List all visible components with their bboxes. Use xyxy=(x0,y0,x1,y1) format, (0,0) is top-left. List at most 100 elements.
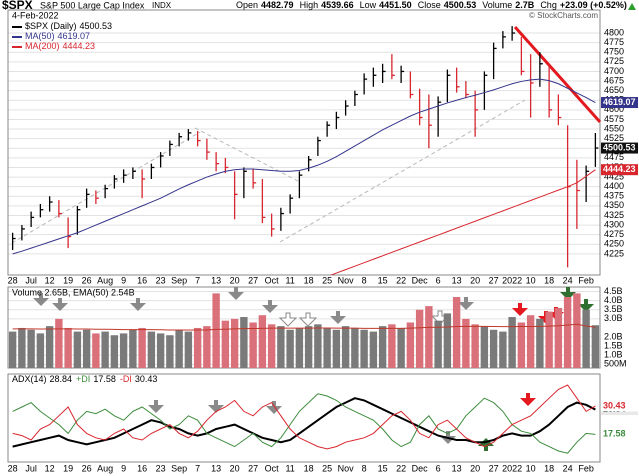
line xyxy=(12,78,596,255)
volume-bar xyxy=(156,333,165,368)
volume-bar xyxy=(55,318,63,368)
x-tick-label: 13 xyxy=(211,275,221,285)
volume-bar xyxy=(203,326,211,368)
x-tick-label: 15 xyxy=(378,463,388,473)
volume-bar xyxy=(489,329,498,368)
x-tick-label: Dec xyxy=(412,275,429,285)
x-tick-label: 18 xyxy=(304,463,314,473)
x-tick-label: Nov xyxy=(338,275,355,285)
volume-bar xyxy=(249,322,257,368)
x-tick-label: 8 xyxy=(362,275,367,285)
volume-bar xyxy=(138,327,146,368)
volume-bar xyxy=(406,322,415,368)
quote-value: 4500.53 xyxy=(444,0,477,10)
legend-entry: MA(200) 4444.23 xyxy=(25,41,95,51)
quote-value: 4451.50 xyxy=(379,0,412,10)
index-name: S&P 500 Large Cap Index xyxy=(40,0,145,10)
volume-bar xyxy=(360,329,368,368)
x-tick-label: Dec xyxy=(412,463,429,473)
volume-bar xyxy=(175,329,183,368)
volume-bar xyxy=(129,329,137,368)
signal-arrow xyxy=(208,400,224,413)
y-tick-label: 1.0B xyxy=(604,350,623,360)
adx-panel xyxy=(7,373,601,463)
volume-bar xyxy=(110,335,119,368)
y-tick-label: 4650 xyxy=(604,85,624,95)
volume-bar xyxy=(166,335,174,368)
x-tick-label: 18 xyxy=(544,463,554,473)
volume-bar xyxy=(471,324,479,368)
x-tick-label: 27 xyxy=(489,275,499,285)
copyright: © StockCharts.com xyxy=(529,11,598,20)
legend-value: 28.84 xyxy=(50,374,73,384)
legend-value: 4444.23 xyxy=(63,41,96,51)
volume-bar xyxy=(240,317,248,368)
volume-bar xyxy=(351,327,359,368)
x-tick-label: 13 xyxy=(452,275,462,285)
volume-panel xyxy=(7,286,601,369)
volume-bar xyxy=(267,324,276,368)
x-tick-label: 12 xyxy=(45,463,55,473)
x-tick-label: 20 xyxy=(230,275,240,285)
quote-value: +23.09 (+0.52%) xyxy=(560,0,627,10)
trend-line xyxy=(513,25,602,124)
volume-bar xyxy=(212,293,220,368)
signal-arrow xyxy=(148,400,164,413)
x-tick-label: Nov xyxy=(338,463,355,473)
signal-arrow xyxy=(512,303,528,316)
volume-bar xyxy=(378,326,387,368)
signal-arrow xyxy=(478,438,494,451)
y-tick-label: 4800 xyxy=(604,27,624,37)
x-tick-label: Aug xyxy=(97,275,113,285)
y-tick-label: 4725 xyxy=(604,56,624,66)
y-tick-label: 4550 xyxy=(604,123,624,133)
volume-bar xyxy=(563,297,572,368)
volume-bar xyxy=(230,318,239,368)
signal-arrow xyxy=(458,297,474,310)
volume-bar xyxy=(36,333,45,368)
quote-line: Open 4482.79 High 4539.66 Low 4451.50 Close 450… xyxy=(236,0,627,10)
x-tick-label: 22 xyxy=(396,275,406,285)
x-tick-label: Aug xyxy=(97,463,113,473)
volume-bar xyxy=(258,315,267,368)
x-tick-label: Feb xyxy=(578,275,594,285)
x-tick-label: 10 xyxy=(526,463,536,473)
x-tick-label: 20 xyxy=(230,463,240,473)
y-tick-label: 4.0B xyxy=(604,295,623,305)
y-tick-label: 4225 xyxy=(604,248,624,258)
y-tick-label: 4325 xyxy=(604,210,624,220)
legend-name: +DI xyxy=(76,374,90,384)
volume-bar xyxy=(314,324,322,368)
quote-label: Volume xyxy=(482,0,512,10)
legend-entry: MA(50) 4619.07 xyxy=(25,31,90,41)
y-tick-label: 3.0B xyxy=(604,313,623,323)
volume-bar xyxy=(73,331,82,368)
volume-bar xyxy=(304,326,313,368)
volume-bar xyxy=(443,313,452,368)
y-tick-label: 4425 xyxy=(604,171,624,181)
channel-line xyxy=(194,127,301,183)
x-tick-label: 7 xyxy=(195,463,200,473)
x-tick-label: 9 xyxy=(121,275,126,285)
value-box-label: 4619.07 xyxy=(603,97,636,107)
y-tick-label: 4375 xyxy=(604,191,624,201)
volume-bar xyxy=(526,315,535,368)
x-tick-label: 18 xyxy=(544,275,554,285)
volume-bar xyxy=(184,331,193,368)
x-tick-label: Feb xyxy=(578,463,594,473)
volume-bar xyxy=(147,331,156,368)
signal-arrow xyxy=(130,298,146,311)
quote-label: Chg xyxy=(540,0,557,10)
y-tick-label: 4250 xyxy=(604,239,624,249)
y-tick-label: 4775 xyxy=(604,37,624,47)
y-tick-label: 1.5B xyxy=(604,341,623,351)
x-tick-label: Oct xyxy=(265,275,280,285)
y-tick-label: 3.5B xyxy=(604,304,623,314)
volume-bar xyxy=(480,326,489,368)
volume-bar xyxy=(277,326,285,368)
y-tick-label: 4750 xyxy=(604,47,624,57)
volume-bar xyxy=(452,297,461,368)
y-tick-label: 500M xyxy=(604,359,627,369)
up-indicator xyxy=(628,3,636,10)
volume-bar xyxy=(119,333,128,368)
